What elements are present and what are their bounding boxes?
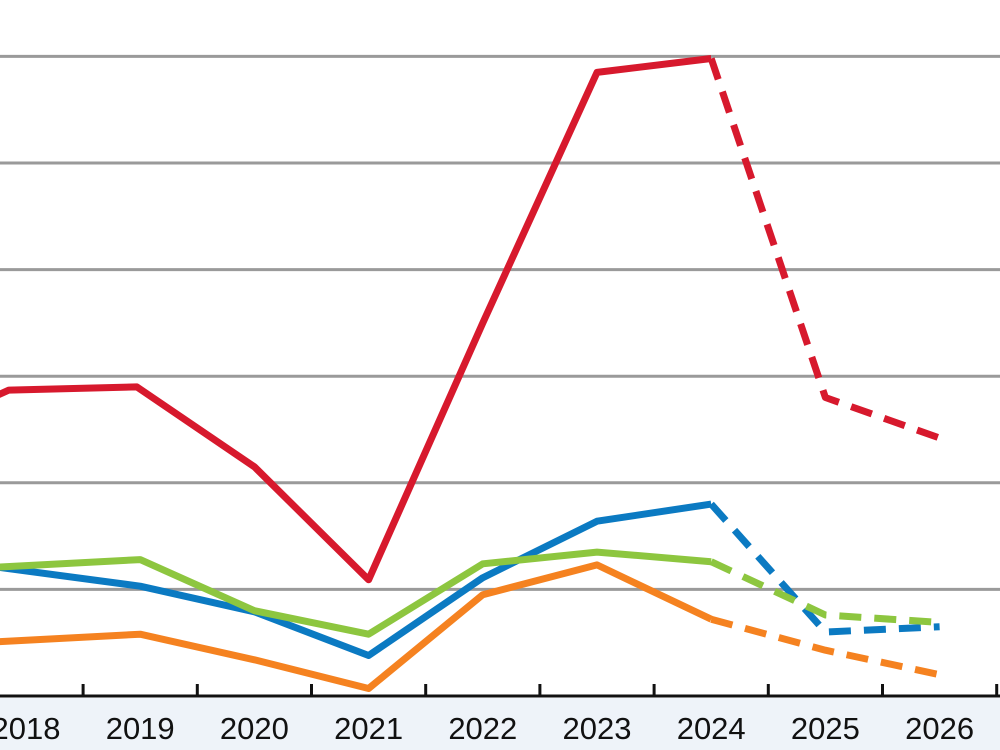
- axis-label-band: [0, 698, 1000, 750]
- series-line-projection: [709, 558, 940, 626]
- series-line-projection: [707, 57, 941, 442]
- x-tick-label: 2020: [220, 711, 289, 746]
- series-line-actual: [0, 55, 712, 584]
- x-tick-label: 2018: [0, 711, 60, 746]
- x-tick-label: 2024: [677, 711, 746, 746]
- x-tick-label: 2025: [791, 711, 860, 746]
- x-tick-label: 2021: [334, 711, 403, 746]
- series-line-projection: [710, 615, 941, 679]
- x-tick-label: 2023: [563, 711, 632, 746]
- series-line-projection: [708, 501, 940, 636]
- gridlines: [0, 54, 1000, 591]
- series-line-actual: [0, 561, 713, 692]
- axes: [0, 684, 1000, 698]
- series-line-actual: [0, 548, 712, 638]
- x-tick-label: 2022: [448, 711, 517, 746]
- x-tick-label: 2019: [106, 711, 175, 746]
- x-tick-label: 2026: [905, 711, 974, 746]
- x-tick-labels: 2018 2019 2020 2021 2022 2023 2024 2025 2026: [0, 711, 974, 746]
- series-lines: [0, 55, 941, 692]
- series-line-actual: [0, 500, 712, 659]
